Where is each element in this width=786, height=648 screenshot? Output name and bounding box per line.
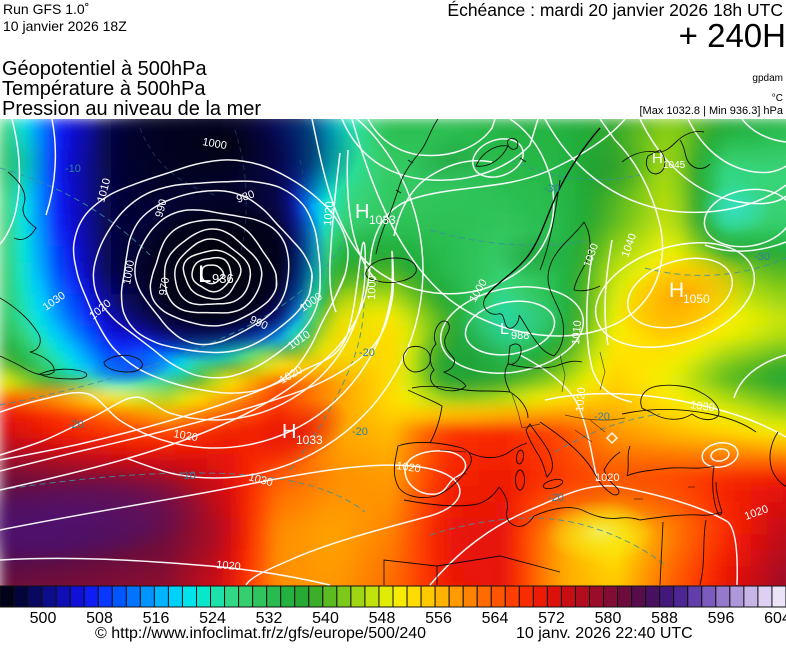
svg-text:604: 604	[764, 610, 786, 627]
svg-text:970: 970	[157, 276, 172, 296]
svg-text:1033: 1033	[296, 433, 323, 447]
svg-text:990: 990	[153, 198, 169, 219]
svg-text:588: 588	[651, 610, 678, 627]
svg-text:1020: 1020	[322, 201, 336, 226]
svg-text:-20: -20	[594, 411, 610, 423]
svg-text:H: H	[652, 150, 663, 167]
svg-text:572: 572	[538, 610, 565, 627]
svg-text:1045: 1045	[663, 160, 686, 171]
svg-text:1033: 1033	[369, 213, 396, 227]
svg-text:556: 556	[425, 610, 452, 627]
svg-text:580: 580	[595, 610, 622, 627]
svg-text:H: H	[669, 279, 684, 302]
svg-text:596: 596	[708, 610, 735, 627]
svg-text:1000: 1000	[366, 275, 379, 300]
svg-text:1000: 1000	[201, 136, 227, 152]
svg-text:H: H	[282, 421, 296, 443]
svg-text:1050: 1050	[683, 292, 710, 306]
svg-text:980: 980	[235, 188, 256, 206]
svg-text:524: 524	[199, 610, 226, 627]
svg-text:-20: -20	[548, 492, 564, 504]
svg-text:532: 532	[256, 610, 283, 627]
svg-text:-10: -10	[65, 163, 81, 175]
svg-text:516: 516	[143, 610, 170, 627]
svg-text:-20: -20	[352, 426, 368, 438]
svg-text:508: 508	[86, 610, 113, 627]
svg-text:1010: 1010	[570, 320, 584, 345]
svg-text:-20: -20	[359, 347, 375, 359]
svg-text:988: 988	[511, 330, 529, 342]
svg-text:-30: -30	[754, 251, 770, 263]
svg-text:-20: -20	[68, 419, 84, 431]
svg-text:1020: 1020	[396, 460, 422, 475]
svg-text:-10: -10	[180, 470, 196, 482]
svg-text:540: 540	[312, 610, 339, 627]
svg-text:1020: 1020	[595, 472, 619, 484]
svg-text:1000: 1000	[121, 259, 137, 285]
svg-text:936: 936	[212, 271, 234, 286]
svg-text:L: L	[500, 321, 509, 338]
svg-text:H: H	[355, 201, 369, 223]
svg-text:1020: 1020	[172, 428, 198, 444]
svg-text:500: 500	[30, 610, 57, 627]
svg-text:1020: 1020	[216, 559, 241, 573]
svg-text:548: 548	[369, 610, 396, 627]
svg-text:-30: -30	[544, 183, 560, 195]
svg-text:1020: 1020	[574, 387, 588, 412]
svg-text:564: 564	[482, 610, 509, 627]
svg-text:1030: 1030	[690, 399, 716, 414]
svg-text:L: L	[198, 261, 211, 288]
